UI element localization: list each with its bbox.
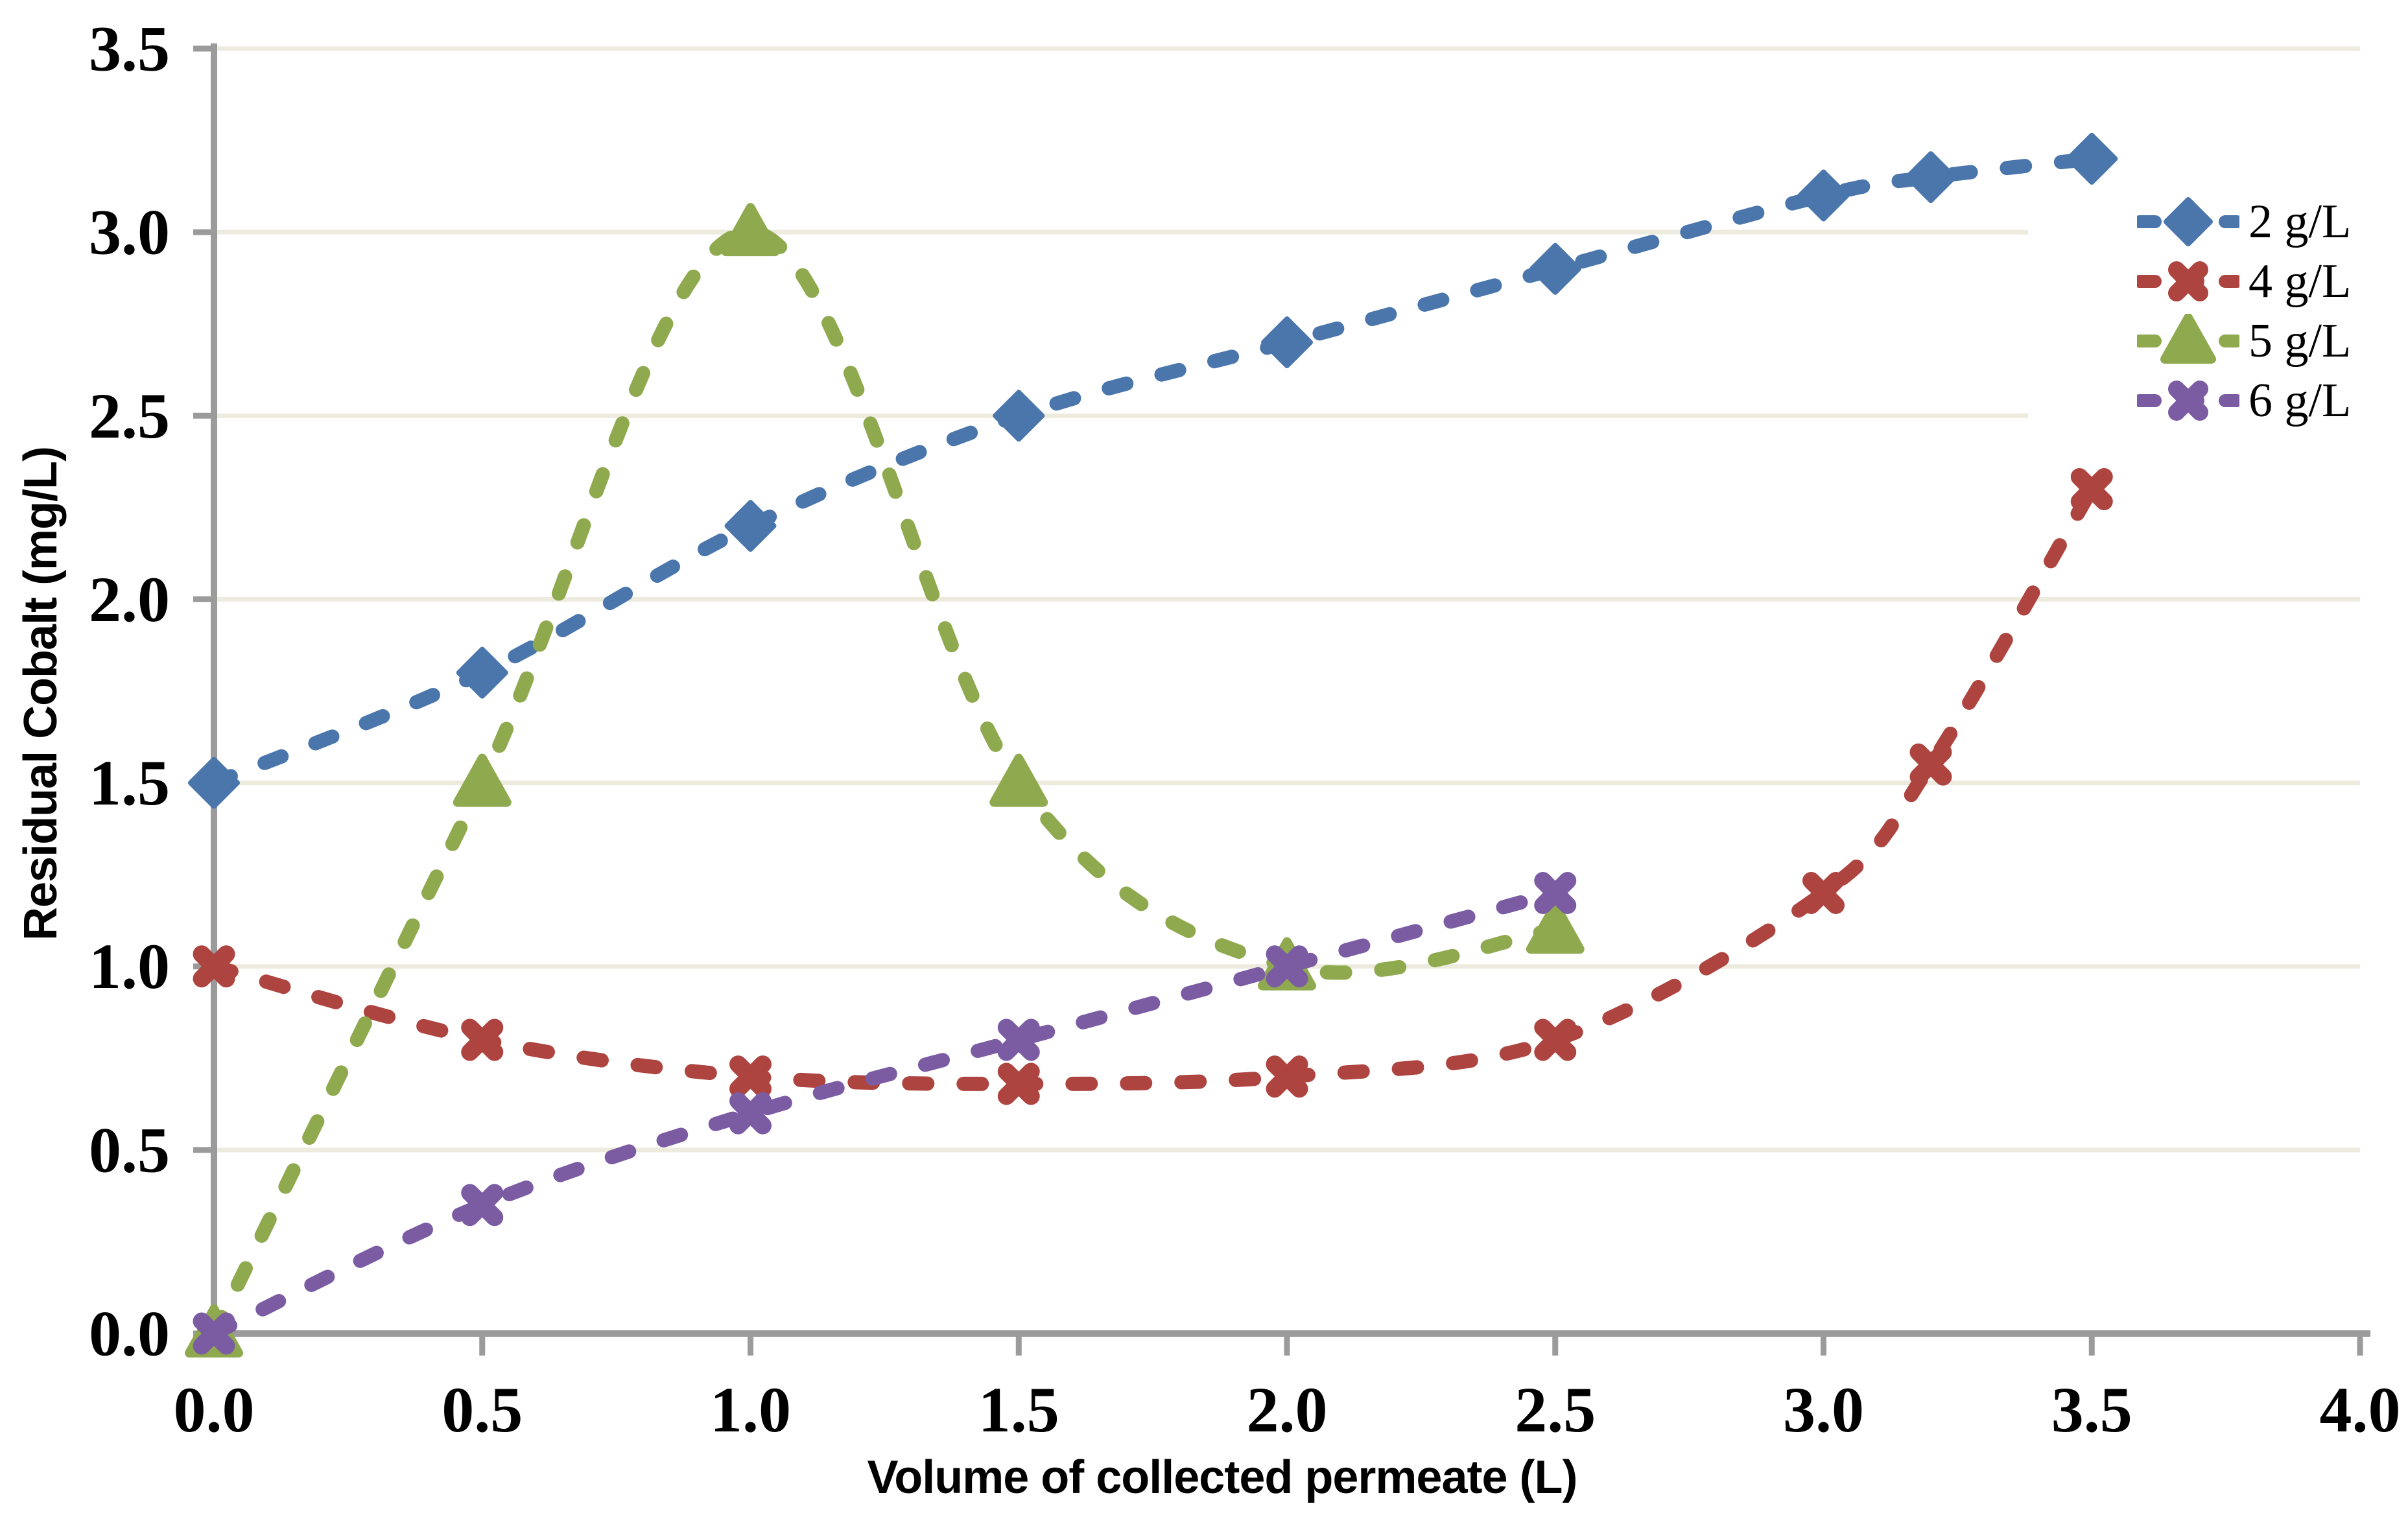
marker-4gL-3 — [997, 1063, 1040, 1105]
marker-2gL-7 — [1905, 151, 1957, 204]
marker-2gL-3 — [993, 390, 1045, 442]
marker-4gL-5 — [1534, 1018, 1577, 1061]
y-tick-label-3.0: 3.0 — [89, 196, 170, 268]
marker-2gL-6 — [1797, 169, 1850, 222]
y-tick-label-2.5: 2.5 — [89, 380, 170, 452]
y-tick-label-1.0: 1.0 — [89, 930, 170, 1002]
x-tick-label-3.0: 3.0 — [1783, 1374, 1864, 1446]
y-tick-label-2.0: 2.0 — [89, 563, 170, 635]
legend-marker-2gL-icon — [2137, 197, 2239, 246]
marker-2gL-5 — [1529, 242, 1581, 295]
x-tick-label-0.0: 0.0 — [174, 1374, 255, 1446]
marker-2gL-2 — [724, 500, 777, 552]
x-axis-title: Volume of collected permeate (L) — [867, 1452, 1578, 1503]
y-tick-label-1.5: 1.5 — [89, 747, 170, 819]
y-tick-label-0.0: 0.0 — [89, 1298, 170, 1370]
legend-marker-5gL-icon — [2137, 314, 2239, 364]
marker-2gL-1 — [456, 646, 508, 699]
marker-5gL-1 — [453, 753, 512, 807]
marker-4gL-7 — [1909, 743, 1952, 786]
marker-6gL-0 — [193, 1312, 235, 1355]
marker-4gL-8 — [2070, 468, 2113, 511]
marker-4gL-0 — [193, 945, 235, 988]
legend-label: 5 g/L — [2249, 314, 2352, 368]
marker-6gL-3 — [997, 1018, 1040, 1061]
series-line-2gL — [207, 151, 2099, 790]
marker-5gL-3 — [989, 753, 1048, 807]
marker-6gL-1 — [461, 1184, 504, 1227]
marker-2gL-4 — [1261, 316, 1313, 369]
legend: 2 g/L 4 g/L 5 g/L 6 g/L — [2028, 192, 2408, 430]
x-tick-label-0.5: 0.5 — [442, 1374, 523, 1446]
marker-5gL-2 — [721, 203, 780, 257]
legend-marker-6gL-icon — [2137, 381, 2239, 421]
marker-2gL-0 — [188, 757, 240, 809]
marker-2gL-8 — [2066, 132, 2118, 185]
x-tick-label-2.5: 2.5 — [1515, 1374, 1596, 1446]
y-tick-label-3.5: 3.5 — [89, 13, 170, 85]
x-tick-label-4.0: 4.0 — [2320, 1374, 2401, 1446]
legend-label: 6 g/L — [2249, 373, 2352, 427]
x-tick-label-2.0: 2.0 — [1247, 1374, 1328, 1446]
legend-item-2gL: 2 g/L — [2028, 192, 2408, 252]
x-tick-label-1.0: 1.0 — [710, 1374, 791, 1446]
legend-label: 2 g/L — [2249, 194, 2352, 248]
marker-4gL-6 — [1802, 871, 1845, 914]
marker-4gL-2 — [729, 1055, 772, 1098]
y-tick-label-0.5: 0.5 — [89, 1114, 170, 1186]
marker-6gL-2 — [729, 1092, 772, 1134]
x-tick-label-1.5: 1.5 — [978, 1374, 1059, 1446]
x-tick-label-3.5: 3.5 — [2051, 1374, 2132, 1446]
marker-5gL-5 — [1526, 900, 1585, 954]
legend-item-5gL: 5 g/L — [2028, 311, 2408, 371]
marker-6gL-4 — [1266, 945, 1308, 988]
legend-item-4gL: 4 g/L — [2028, 252, 2408, 311]
legend-item-6gL: 6 g/L — [2028, 371, 2408, 430]
series-line-6gL — [207, 886, 1563, 1341]
legend-marker-4gL-icon — [2137, 261, 2239, 301]
legend-label: 4 g/L — [2249, 254, 2352, 308]
marker-4gL-1 — [461, 1018, 504, 1061]
y-axis-title: Residual Cobalt (mg/L) — [15, 446, 67, 941]
marker-6gL-5 — [1534, 871, 1577, 914]
marker-4gL-4 — [1266, 1055, 1308, 1098]
